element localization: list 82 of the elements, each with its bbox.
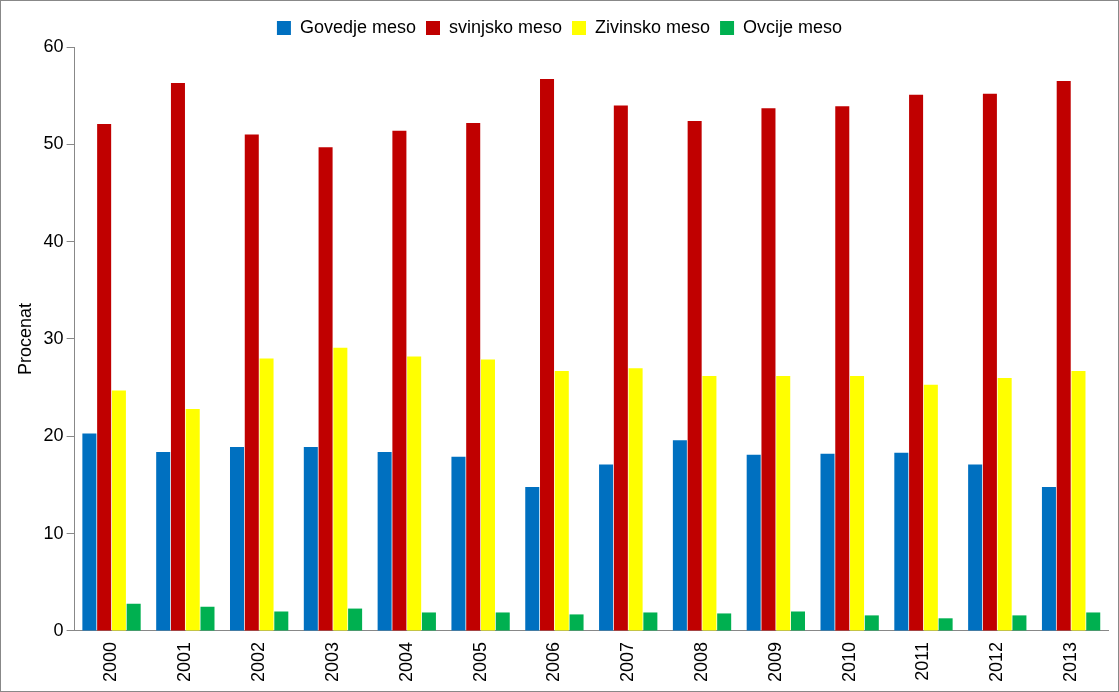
bar bbox=[569, 614, 584, 631]
bar bbox=[687, 120, 702, 631]
bar bbox=[377, 451, 392, 631]
bar bbox=[968, 464, 983, 631]
bar bbox=[82, 433, 97, 631]
bar bbox=[1012, 615, 1027, 631]
bar bbox=[230, 447, 245, 631]
legend-label: Ovcije meso bbox=[743, 16, 843, 37]
x-tick-label: 2001 bbox=[174, 641, 195, 682]
bar bbox=[938, 618, 953, 631]
bar bbox=[864, 615, 879, 631]
bar bbox=[421, 612, 436, 631]
x-tick-label: 2006 bbox=[543, 641, 564, 682]
x-tick-label: 2002 bbox=[248, 641, 269, 682]
bar bbox=[997, 377, 1012, 631]
legend-label: Zivinsko meso bbox=[595, 16, 711, 37]
x-tick-label: 2003 bbox=[321, 641, 342, 682]
bar bbox=[790, 611, 805, 631]
bar bbox=[97, 123, 112, 631]
bar bbox=[333, 347, 348, 631]
bar bbox=[820, 453, 835, 631]
bar bbox=[776, 375, 791, 631]
bar bbox=[628, 368, 643, 631]
bar bbox=[451, 456, 466, 631]
x-tick-label: 2010 bbox=[838, 641, 859, 682]
bar bbox=[185, 409, 200, 631]
bar bbox=[554, 371, 569, 631]
bar bbox=[259, 358, 274, 631]
bar bbox=[761, 108, 776, 631]
bar bbox=[835, 106, 850, 631]
bar bbox=[126, 603, 141, 631]
bar bbox=[466, 122, 481, 631]
y-tick-label: 40 bbox=[43, 230, 64, 251]
bar bbox=[407, 356, 422, 631]
bar bbox=[1041, 486, 1056, 631]
x-tick-label: 2007 bbox=[617, 641, 638, 682]
x-tick-label: 2004 bbox=[395, 641, 416, 682]
x-tick-label: 2013 bbox=[1060, 641, 1081, 682]
x-tick-label: 2008 bbox=[691, 641, 711, 682]
bar bbox=[746, 454, 761, 631]
bar bbox=[392, 130, 407, 631]
bar bbox=[156, 451, 171, 631]
bar bbox=[702, 375, 717, 631]
x-tick-label: 2000 bbox=[100, 641, 121, 682]
bar bbox=[348, 608, 363, 631]
bar bbox=[274, 611, 289, 631]
bar bbox=[923, 384, 938, 631]
y-tick-label: 30 bbox=[43, 327, 64, 348]
bar bbox=[643, 612, 658, 631]
bar bbox=[318, 147, 333, 631]
bar bbox=[1071, 371, 1086, 631]
bar bbox=[672, 440, 687, 631]
bar bbox=[170, 83, 185, 631]
bar bbox=[525, 486, 540, 631]
bar bbox=[480, 359, 495, 631]
y-tick-label: 10 bbox=[43, 522, 64, 543]
legend-label: Govedje meso bbox=[299, 16, 416, 37]
bar bbox=[1086, 612, 1101, 631]
y-tick-label: 50 bbox=[43, 133, 64, 154]
bar bbox=[982, 93, 997, 631]
bar bbox=[244, 134, 259, 631]
x-tick-label: 2011 bbox=[912, 641, 933, 681]
bar bbox=[111, 390, 126, 631]
x-tick-label: 2005 bbox=[469, 641, 490, 682]
bar bbox=[200, 606, 215, 631]
bar bbox=[850, 375, 865, 631]
x-tick-label: 2009 bbox=[764, 641, 785, 682]
x-tick-label: 2012 bbox=[986, 641, 1007, 682]
bar bbox=[540, 79, 555, 631]
bar bbox=[599, 464, 614, 631]
bar bbox=[613, 105, 628, 631]
legend-label: svinjsko meso bbox=[448, 16, 563, 37]
bar bbox=[303, 447, 318, 631]
y-tick-label: 20 bbox=[43, 425, 64, 446]
y-axis-title: Procenat bbox=[14, 302, 35, 375]
bar bbox=[495, 612, 510, 631]
bar bbox=[717, 613, 732, 631]
bar bbox=[894, 452, 909, 631]
y-tick-label: 60 bbox=[43, 35, 64, 56]
bar bbox=[909, 94, 924, 631]
bar bbox=[1056, 81, 1071, 631]
y-tick-label: 0 bbox=[53, 619, 64, 640]
